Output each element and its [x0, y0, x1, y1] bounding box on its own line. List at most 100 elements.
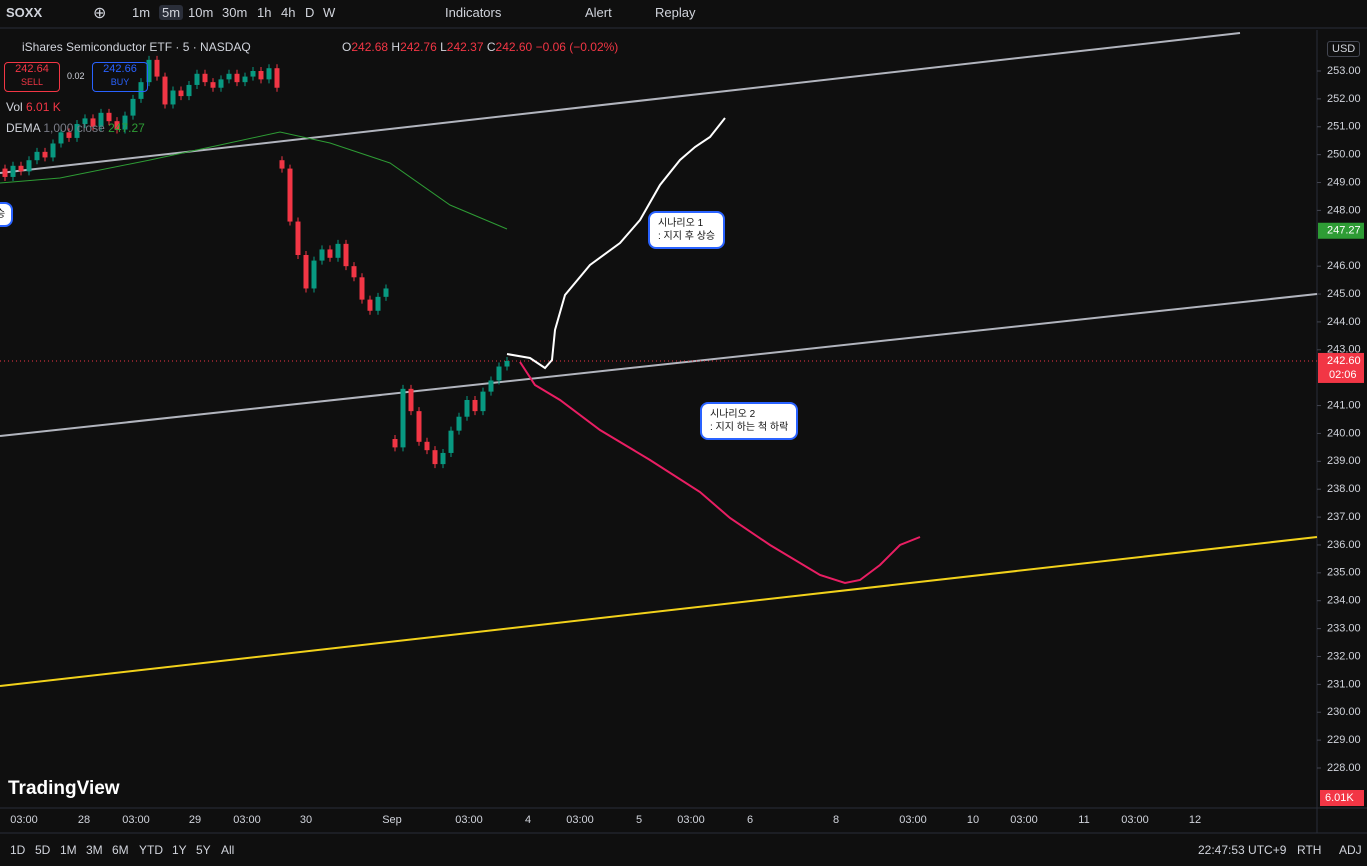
interval[interactable]: 1m [132, 5, 151, 20]
range[interactable]: All [221, 843, 235, 857]
candle [464, 399, 470, 417]
x-tick-label: 03:00 [677, 814, 705, 826]
x-tick-label: 03:00 [1121, 814, 1149, 826]
interval[interactable]: 5m [159, 5, 184, 20]
range[interactable]: YTD [139, 843, 163, 857]
interval[interactable]: D [305, 5, 315, 20]
price-marker-label: 247.27 [1327, 225, 1361, 237]
x-tick-label: 30 [300, 814, 312, 826]
candle [335, 243, 341, 258]
symbol[interactable]: SOXX [6, 5, 43, 20]
y-tick-label: 246.00 [1327, 260, 1361, 272]
price: 242.64 [15, 63, 49, 75]
buy-button[interactable]: 242.66 BUY [92, 62, 148, 92]
rth[interactable]: RTH [1297, 843, 1322, 857]
candle [186, 84, 192, 97]
add-icon[interactable]: ⊕ [93, 5, 107, 22]
dema-line [0, 131, 508, 230]
replay[interactable]: Replay [655, 5, 696, 20]
candle [359, 277, 365, 300]
candle [279, 160, 285, 169]
interval[interactable]: W [323, 5, 336, 20]
label: H [391, 40, 401, 54]
candle [162, 76, 168, 105]
candle [242, 76, 248, 83]
range[interactable]: 5Y [196, 843, 211, 857]
params: 1,000 close [43, 121, 105, 135]
change: −0.06 (−0.02%) [535, 40, 619, 54]
y-tick-label: 239.00 [1327, 455, 1361, 467]
y-tick-label: 236.00 [1327, 539, 1361, 551]
text: 시나리오 1 [658, 218, 704, 229]
y-tick-label: 244.00 [1327, 316, 1361, 328]
y-tick-label: 229.00 [1327, 734, 1361, 746]
label: SELL [20, 77, 44, 87]
ohlc: O242.68 H242.76 L242.37 C242.60 −0.06 (−… [342, 40, 618, 54]
value: 242.60 [495, 40, 533, 54]
candle [496, 366, 502, 381]
candle [90, 118, 96, 127]
range[interactable]: 1Y [172, 843, 187, 857]
y-tick-label: 237.00 [1327, 511, 1361, 523]
sell-button[interactable]: 242.64 SELL [4, 62, 60, 92]
x-tick-label: 28 [78, 814, 90, 826]
range[interactable]: 3M [86, 843, 103, 857]
annotation[interactable]: 시나리오 2 : 지지 하는 척 하락 [700, 402, 799, 440]
x-tick-label: Sep [382, 814, 402, 826]
candle [504, 360, 510, 367]
interval[interactable]: 30m [222, 5, 248, 20]
adj[interactable]: ADJ [1339, 843, 1362, 857]
interval[interactable]: 10m [188, 5, 214, 20]
currency[interactable]: USD [1327, 41, 1361, 57]
alert[interactable]: Alert [585, 5, 612, 20]
x-tick-label: 11 [1078, 814, 1089, 826]
candle [26, 160, 32, 172]
vol-marker [1320, 790, 1364, 806]
x-tick-label: 4 [525, 814, 531, 826]
candle [408, 388, 414, 412]
range[interactable]: 1M [60, 843, 77, 857]
indicators[interactable]: Indicators [445, 5, 502, 20]
candle [10, 165, 16, 177]
value: 247.27 [108, 121, 145, 135]
value: 242.37 [446, 40, 484, 54]
annotation[interactable]: 시나리오 1: 지지 후 상승 [648, 211, 726, 249]
price-marker [1318, 222, 1364, 239]
candle [18, 165, 24, 172]
y-tick-label: 251.00 [1327, 121, 1361, 133]
interval[interactable]: 1h [257, 5, 272, 20]
y-tick-label: 252.00 [1327, 93, 1361, 105]
value: 242.68 [351, 40, 389, 54]
scenario-up [506, 117, 726, 370]
candle [448, 430, 454, 453]
label: C [486, 40, 496, 54]
candle [351, 266, 357, 278]
range[interactable]: 5D [35, 843, 51, 857]
y-tick-label: 243.00 [1327, 344, 1361, 356]
candle [58, 132, 64, 144]
logo: TradingView [8, 778, 120, 799]
trendline [0, 536, 1318, 687]
text: : 지지 하는 척 하락 [710, 422, 789, 433]
value: 242.76 [400, 40, 437, 54]
range[interactable]: 6M [112, 843, 129, 857]
label: BUY [110, 77, 130, 87]
x-tick-label: 03:00 [1010, 814, 1038, 826]
annotation[interactable]: 승 [0, 202, 14, 227]
candle [170, 90, 176, 105]
x-tick-label: 03:00 [122, 814, 150, 826]
text: 시나리오 2 [710, 409, 756, 420]
candle [432, 450, 438, 465]
range[interactable]: 1D [10, 843, 26, 857]
x-tick-label: 6 [747, 814, 753, 826]
candle [106, 112, 112, 122]
candle [383, 288, 389, 297]
interval[interactable]: 4h [281, 5, 296, 20]
candle [154, 59, 160, 77]
candle [488, 380, 494, 392]
candle [274, 68, 280, 88]
x-tick-label: 5 [636, 814, 642, 826]
candle [400, 388, 406, 448]
